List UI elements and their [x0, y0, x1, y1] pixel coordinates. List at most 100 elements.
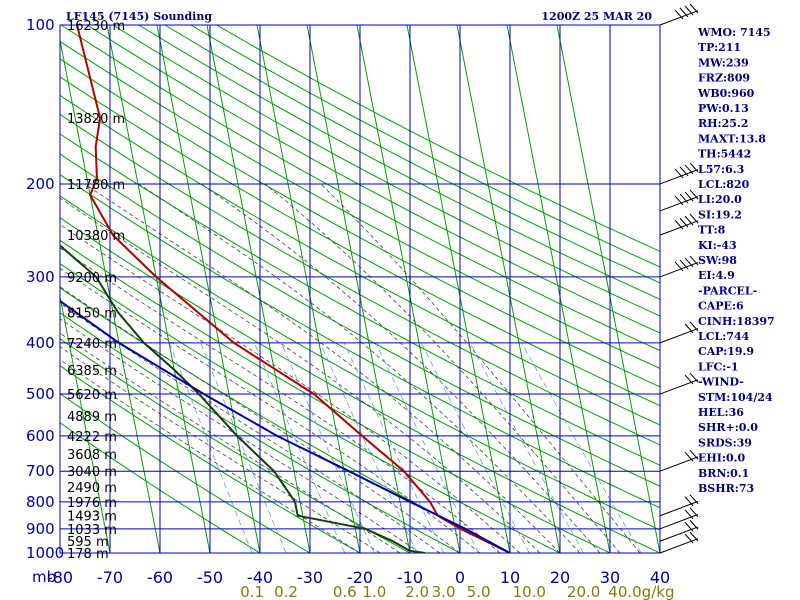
wind-barb — [659, 531, 699, 554]
mixing-ratio-label: 0.2 — [274, 583, 298, 600]
height-label: 16230 m — [67, 19, 125, 34]
isotherm — [556, 25, 660, 553]
wind-barb-feather — [689, 507, 699, 518]
wind-barb-feather — [684, 451, 694, 462]
dry-adiabat — [60, 76, 660, 407]
index-line: SHR+:0.0 — [698, 421, 758, 434]
pressure-label: 400 — [26, 334, 55, 352]
indices-panel: WMO: 7145 TP:211 MW:239 FRZ:809 WB0:960 PW:0.… — [697, 26, 775, 495]
temperature-tick-label: -30 — [297, 568, 323, 587]
wind-barb-feather — [674, 195, 684, 206]
index-line: TT:8 — [698, 224, 726, 237]
wind-barb — [659, 494, 699, 517]
dewpoint-trace — [60, 244, 426, 553]
temperature-tick-label: 0 — [455, 568, 465, 587]
wind-barb — [659, 372, 699, 395]
height-label: 8150 m — [67, 306, 117, 321]
index-line: HEL:36 — [698, 406, 744, 419]
dry-adiabat — [60, 217, 660, 553]
wind-barb-feather — [679, 259, 689, 270]
index-line: LI:20.0 — [698, 193, 742, 206]
index-line: FRZ:809 — [698, 72, 750, 85]
height-label: 9200 m — [67, 271, 117, 286]
height-label: 10380 m — [67, 229, 125, 244]
wind-barb — [659, 449, 699, 472]
isotherm — [156, 25, 261, 553]
temperature-tick-label: 20 — [550, 568, 570, 587]
index-line: LFC:-1 — [698, 360, 739, 373]
wind-barb-feather — [684, 164, 694, 175]
height-label: 595 m — [67, 535, 109, 550]
wind-barb-feather — [689, 372, 699, 383]
index-line: KI:-43 — [698, 239, 737, 252]
isotherm — [306, 25, 411, 553]
temperature-tick-label: -40 — [247, 568, 273, 587]
parcel-trace — [60, 299, 511, 553]
wind-barb-feather — [689, 162, 699, 173]
temperature-tick-label: -70 — [97, 568, 123, 587]
index-line: CINH:18397 — [698, 315, 775, 328]
moist-adiabat — [60, 286, 461, 553]
wind-barb-feather — [689, 519, 699, 530]
height-label: 3608 m — [67, 448, 117, 463]
index-line: CAPE:6 — [698, 300, 744, 313]
index-line: WMO: 7145 — [697, 26, 771, 39]
index-line: PW:0.13 — [698, 102, 749, 115]
wind-barb — [659, 213, 699, 236]
dry-adiabat — [60, 113, 660, 446]
isotherm — [60, 294, 111, 553]
index-line: SRDS:39 — [698, 436, 752, 449]
wind-barb-feather — [684, 533, 694, 544]
grid-lines — [59, 24, 661, 554]
pressure-label: 500 — [26, 385, 55, 403]
wind-barb — [659, 321, 699, 344]
wind-barb-feather — [679, 217, 689, 228]
index-line: LCL:820 — [698, 178, 750, 191]
dry-adiabat — [86, 25, 660, 334]
temperature-tick-label: -60 — [147, 568, 173, 587]
mixing-ratio-label: 5.0 — [467, 583, 491, 600]
pressure-label: 200 — [26, 175, 55, 193]
temperature-tick-label: -50 — [197, 568, 223, 587]
mixing-ratio-label: 1.0 — [362, 583, 386, 600]
height-label: 1493 m — [67, 510, 117, 525]
height-label: 4222 m — [67, 430, 117, 445]
dry-adiabat — [60, 173, 660, 509]
wind-barb — [659, 189, 699, 212]
dry-adiabat — [60, 133, 660, 466]
isotherm — [406, 25, 511, 553]
height-label: 6385 m — [67, 364, 117, 379]
pressure-unit-label: mb — [32, 568, 56, 586]
index-line: BRN:0.1 — [698, 467, 749, 480]
dry-adiabat — [60, 58, 660, 388]
height-label: 13820 m — [67, 112, 125, 127]
wind-barb-feather — [674, 9, 684, 20]
sounding-traces — [60, 25, 511, 553]
height-label: 5620 m — [67, 388, 117, 403]
wind-barb-feather — [689, 255, 699, 266]
index-line: STM:104/24 — [698, 391, 773, 404]
pressure-label: 600 — [26, 427, 55, 445]
mixing-ratio-label: 0.6 — [333, 583, 357, 600]
isotherm — [356, 25, 461, 553]
pressure-label: 1000 — [26, 544, 64, 562]
index-line: SW:98 — [698, 254, 737, 267]
index-line: TH:5442 — [698, 148, 751, 161]
wind-barb-feather — [679, 193, 689, 204]
moist-adiabat — [60, 318, 421, 553]
index-line: -PARCEL- — [698, 284, 757, 297]
index-line: SI:19.2 — [698, 208, 742, 221]
wind-barb-feather — [679, 166, 689, 177]
index-line: EI:4.9 — [698, 269, 735, 282]
temperature-tick-label: -10 — [397, 568, 423, 587]
isotherm — [206, 25, 311, 553]
index-line: MW:239 — [698, 56, 749, 69]
dry-adiabat — [60, 422, 261, 553]
height-label: 7240 m — [67, 337, 117, 352]
wind-barb-feather — [684, 323, 694, 334]
chart-title: LF145 (7145) Sounding — [66, 10, 212, 23]
pressure-label: 900 — [26, 520, 55, 538]
temperature-tick-label: 40 — [650, 568, 670, 587]
